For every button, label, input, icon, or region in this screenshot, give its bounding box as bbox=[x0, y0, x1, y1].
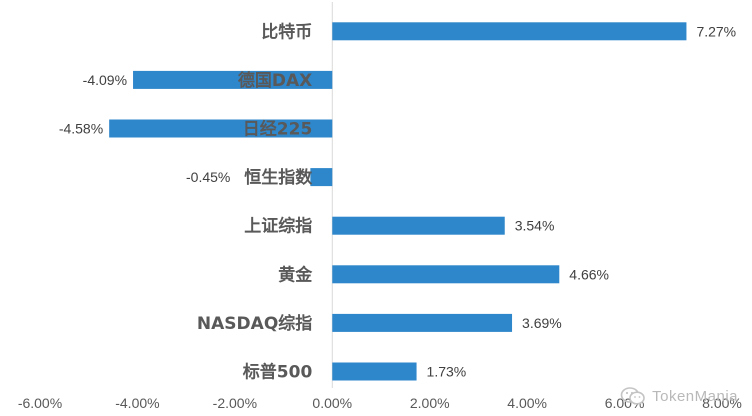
value-label: -4.09% bbox=[83, 72, 127, 88]
value-label: 4.66% bbox=[569, 266, 609, 282]
x-tick-label: 0.00% bbox=[312, 395, 352, 411]
value-label: 3.69% bbox=[522, 315, 562, 331]
x-tick-label: -4.00% bbox=[115, 395, 159, 411]
category-label: 比特币 bbox=[261, 21, 312, 42]
value-label: -0.45% bbox=[186, 169, 230, 185]
value-label: -4.58% bbox=[59, 121, 103, 137]
x-tick-label: -6.00% bbox=[18, 395, 62, 411]
bar bbox=[332, 362, 417, 381]
x-tick-label: 4.00% bbox=[507, 395, 547, 411]
category-label: 日经225 bbox=[243, 119, 313, 140]
category-label: NASDAQ综指 bbox=[197, 313, 312, 334]
category-label: 恒生指数 bbox=[244, 167, 313, 188]
wechat-icon bbox=[620, 386, 646, 406]
value-label: 7.27% bbox=[696, 23, 736, 39]
x-tick-label: 8.00% bbox=[702, 395, 742, 411]
bar bbox=[332, 216, 505, 235]
bar bbox=[332, 265, 560, 284]
value-label: 3.54% bbox=[515, 218, 555, 234]
category-label: 黄金 bbox=[278, 264, 313, 285]
category-label: 德国DAX bbox=[238, 70, 312, 91]
bar bbox=[109, 119, 333, 138]
bar bbox=[133, 70, 333, 89]
category-label: 上证综指 bbox=[244, 216, 312, 237]
category-label: 标普500 bbox=[243, 362, 313, 383]
bar bbox=[332, 313, 513, 332]
watermark-text: TokenMania bbox=[652, 387, 738, 405]
value-label: 1.73% bbox=[427, 364, 467, 380]
x-tick-label: 2.00% bbox=[410, 395, 450, 411]
bar bbox=[332, 22, 687, 41]
watermark: TokenMania bbox=[620, 386, 738, 406]
x-tick-label: -2.00% bbox=[213, 395, 257, 411]
bar bbox=[310, 168, 333, 187]
